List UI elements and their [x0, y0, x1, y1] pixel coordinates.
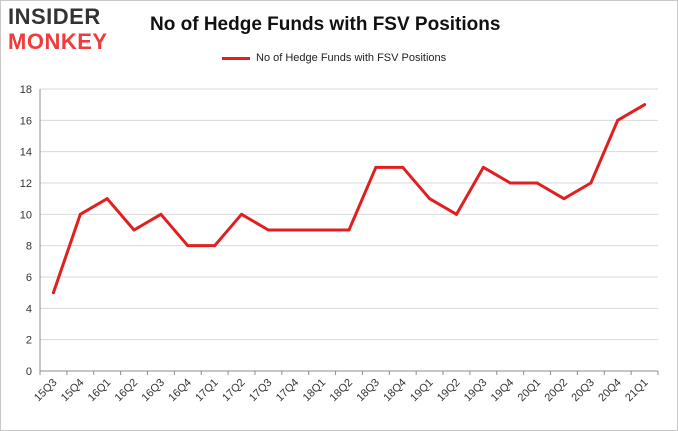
x-tick-label: 17Q3	[247, 377, 275, 405]
x-tick-label: 19Q2	[435, 377, 463, 405]
y-tick-label: 8	[26, 241, 32, 253]
x-tick-label: 16Q2	[113, 377, 141, 405]
data-point	[266, 228, 270, 232]
legend-label: No of Hedge Funds with FSV Positions	[256, 52, 447, 64]
gridlines	[40, 88, 658, 341]
y-tick-labels: 0 2 4 6 8 10 12 14 16 18	[20, 84, 32, 378]
data-point	[481, 165, 485, 169]
insider-monkey-logo: INSIDER MONKEY	[8, 6, 126, 56]
data-point	[240, 212, 244, 216]
chart-legend: No of Hedge Funds with FSV Positions	[222, 52, 446, 64]
x-tick-label: 21Q1	[623, 377, 651, 405]
x-tick-label: 18Q2	[328, 377, 356, 405]
legend-swatch	[222, 56, 250, 60]
logo-line-1: INSIDER	[8, 4, 101, 29]
data-point	[293, 228, 297, 232]
data-point	[51, 291, 55, 295]
x-tick-labels: 15Q3 15Q4 16Q1 16Q2 16Q3 16Q4 17Q1 17Q2 17Q3 17Q4…	[32, 377, 651, 405]
x-tick-label: 20Q2	[543, 377, 571, 405]
logo-line-2: MONKEY	[8, 29, 108, 54]
y-tick-label: 12	[20, 178, 32, 190]
x-tick-label: 16Q1	[86, 377, 114, 405]
y-tick-label: 10	[20, 209, 32, 221]
x-tick-label: 15Q4	[59, 377, 87, 405]
data-point	[562, 197, 566, 201]
x-tick-label: 20Q1	[516, 377, 544, 405]
data-point	[320, 228, 324, 232]
y-tick-label: 6	[26, 272, 32, 284]
x-tick-label: 18Q3	[354, 377, 382, 405]
x-tick-label: 18Q4	[381, 377, 409, 405]
x-tick-label: 17Q2	[220, 377, 248, 405]
chart-title: No of Hedge Funds with FSV Positions	[150, 14, 501, 35]
data-point	[401, 165, 405, 169]
axes	[39, 89, 659, 375]
x-tick-label: 19Q1	[408, 377, 436, 405]
x-tick-label: 20Q4	[596, 377, 624, 405]
y-tick-label: 14	[20, 147, 32, 159]
data-point	[213, 244, 217, 248]
data-point	[643, 103, 647, 107]
y-tick-label: 4	[26, 303, 32, 315]
y-tick-label: 18	[20, 84, 32, 96]
data-point	[374, 165, 378, 169]
x-tick-label: 16Q4	[166, 377, 194, 405]
x-tick-label: 18Q1	[301, 377, 329, 405]
x-tick-label: 20Q3	[569, 377, 597, 405]
x-tick-label: 15Q3	[32, 377, 60, 405]
data-point	[428, 197, 432, 201]
data-point	[105, 197, 109, 201]
series-lines	[51, 103, 647, 295]
y-tick-label: 0	[26, 366, 32, 378]
x-tick-label: 17Q1	[193, 377, 221, 405]
y-tick-label: 16	[20, 115, 32, 127]
data-point	[132, 228, 136, 232]
data-point	[535, 181, 539, 185]
x-tick-label: 17Q4	[274, 377, 302, 405]
data-point	[589, 181, 593, 185]
x-tick-label: 16Q3	[140, 377, 168, 405]
data-point	[508, 181, 512, 185]
data-point	[454, 212, 458, 216]
data-point	[78, 212, 82, 216]
x-tick-label: 19Q3	[462, 377, 490, 405]
y-tick-label: 2	[26, 335, 32, 347]
data-point	[186, 244, 190, 248]
x-tick-label: 19Q4	[489, 377, 517, 405]
data-point	[159, 212, 163, 216]
data-point	[616, 118, 620, 122]
data-point	[347, 228, 351, 232]
series-line	[51, 103, 647, 295]
